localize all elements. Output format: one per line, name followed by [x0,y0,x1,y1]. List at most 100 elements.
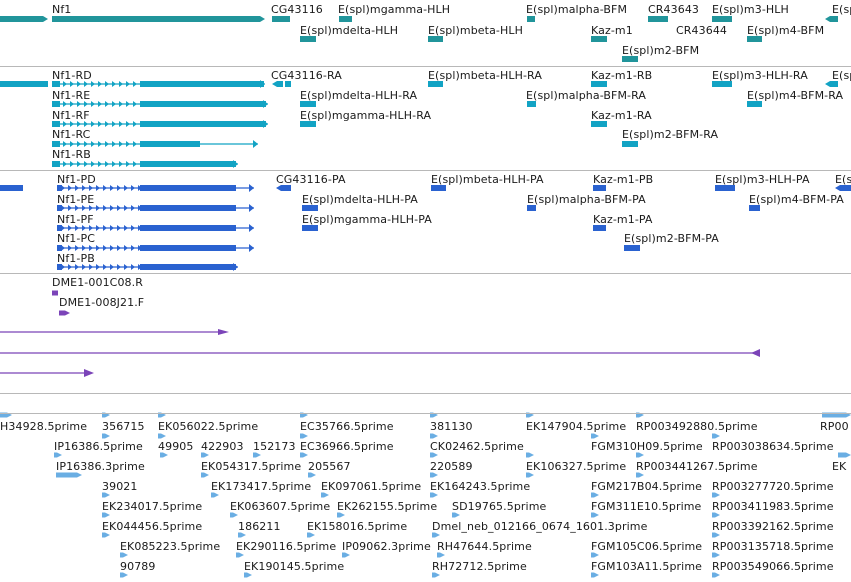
cds-label[interactable]: Nf1-PC [57,232,95,245]
est-label[interactable]: EK164243.5prime [430,480,531,493]
transcript-label[interactable]: Nf1-RB [52,148,91,161]
est-glyph[interactable] [636,472,644,478]
transcript-Nf1-RD-strand-chevron[interactable] [133,81,137,87]
cds-glyph[interactable] [593,185,606,191]
est-label[interactable]: FGM105C06.5prime [591,540,703,553]
cds-Nf1-PD-strand-chevron[interactable] [166,185,170,191]
transcript-Nf1-RC-strand-chevron[interactable] [119,141,123,147]
est-label[interactable]: EK054317.5prime [201,460,302,473]
cds-label[interactable]: E(spl)m4-BFM-PA [749,193,844,206]
est-glyph[interactable] [591,512,599,518]
transcript-Nf1-RD-strand-chevron[interactable] [91,81,95,87]
cds-Nf1-PE-strand-chevron[interactable] [82,205,86,211]
est-glyph[interactable] [238,532,246,538]
gene-glyph[interactable] [339,16,352,22]
est-glyph[interactable] [636,452,644,458]
transcript-Nf1-RC-strand-chevron[interactable] [133,141,137,147]
transcript-Nf1-RE-strand-chevron[interactable] [112,101,116,107]
est-label[interactable]: RP003277720.5prime [712,480,834,493]
gene-label[interactable]: E(spl)m3-HLH [712,3,789,16]
cds-Nf1-PD-strand-chevron[interactable] [152,185,156,191]
gene-glyph[interactable] [648,16,668,22]
transcript-label[interactable]: CG43116-RA [271,69,342,82]
cds-Nf1-PF-strand-chevron[interactable] [159,225,163,231]
est-label[interactable]: 381130 [430,420,473,433]
cds-Nf1-PE-strand-chevron[interactable] [61,205,65,211]
transcript-label[interactable]: E(spl)mbeta-HLH-RA [428,69,542,82]
transcript-Nf1-RF-strand-chevron[interactable] [98,121,102,127]
transcript-Nf1-RD-strand-chevron[interactable] [119,81,123,87]
transcript-Nf1-RE-strand-chevron[interactable] [147,101,151,107]
transcript-Nf1-RD-strand-chevron[interactable] [98,81,102,87]
cds-glyph[interactable] [527,205,536,211]
est-glyph[interactable] [452,512,460,518]
transcript-label[interactable]: Nf1-RF [52,109,90,122]
cds-Nf1-PE-strand-chevron[interactable] [110,205,114,211]
est-label[interactable]: IP09062.3prime [342,540,431,553]
est-label[interactable]: RP003135718.5prime [712,540,834,553]
est-label[interactable]: FGM311E10.5prime [591,500,702,513]
transcript-Nf1-RF-end-arrow[interactable] [263,120,268,128]
transcript-Nf1-RC-strand-chevron[interactable] [147,141,151,147]
cds-label[interactable]: E(spl)mdelta-HLH-PA [302,193,418,206]
transcript-label[interactable]: E(spl)m2-BFM-RA [622,128,719,141]
est-glyph[interactable] [201,452,209,458]
cds-Nf1-PF-strand-chevron[interactable] [61,225,65,231]
cds-Nf1-PC-strand-chevron[interactable] [82,245,86,251]
transcript-Nf1-RE-strand-chevron[interactable] [161,101,165,107]
transcript-Nf1-RD-exon[interactable] [140,81,264,87]
transcript-Nf1-RB-exon[interactable] [140,161,236,167]
est-glyph[interactable] [321,492,329,498]
gene-label[interactable]: E(spl)malpha-BFM [526,3,628,16]
est-glyph[interactable] [591,552,599,558]
cds-Nf1-PE-strand-chevron[interactable] [96,205,100,211]
cds-Nf1-PC-strand-chevron[interactable] [173,245,177,251]
cds-label[interactable]: Kaz-m1-PA [593,213,653,226]
cds-label[interactable]: Nf1-PF [57,213,94,226]
cds-Nf1-PF-strand-chevron[interactable] [103,225,107,231]
est-glyph[interactable] [244,572,252,578]
est-label[interactable]: RP003441267.5prime [636,460,758,473]
cds-Nf1-PF-exon[interactable] [57,225,62,231]
transcript-label[interactable]: Nf1-RE [52,89,91,102]
est-glyph[interactable] [437,552,445,558]
transcript-Nf1-RC-strand-chevron[interactable] [98,141,102,147]
est-glyph[interactable] [253,452,261,458]
cds-Nf1-PC-strand-chevron[interactable] [138,245,142,251]
transcript-Nf1-RD-strand-chevron[interactable] [112,81,116,87]
cds-Nf1-PB-exon[interactable] [140,264,236,270]
transcript-Nf1-RE-strand-chevron[interactable] [98,101,102,107]
cds-Nf1-PE-strand-chevron[interactable] [124,205,128,211]
est-label[interactable]: 39021 [102,480,138,493]
est-label[interactable]: H34928.5prime [0,420,88,433]
est-glyph[interactable] [211,492,219,498]
cds-label[interactable]: E(spl)mgamma-HLH-PA [302,213,432,226]
est-label[interactable]: FGM217B04.5prime [591,480,703,493]
transcript-Nf1-RD-strand-chevron[interactable] [161,81,165,87]
cds-Nf1-PF-strand-chevron[interactable] [75,225,79,231]
transcript-glyph[interactable] [591,81,607,87]
est-label[interactable]: EK290116.5prime [236,540,337,553]
gene-glyph[interactable] [527,16,535,22]
transcript-label[interactable]: Nf1-RC [52,128,91,141]
transcript-Nf1-RB-strand-chevron[interactable] [140,161,144,167]
transcript-Nf1-RD-strand-chevron[interactable] [56,81,60,87]
cds-Nf1-PB-strand-chevron[interactable] [82,264,86,270]
transcript-Nf1-RC-strand-chevron[interactable] [77,141,81,147]
transcript-Nf1-RC-strand-chevron[interactable] [105,141,109,147]
transcript-Nf1-RB-strand-chevron[interactable] [154,161,158,167]
est-glyph[interactable] [236,552,244,558]
est-glyph[interactable] [838,452,851,458]
cds-Nf1-PF-strand-chevron[interactable] [145,225,149,231]
est-label[interactable]: EK190145.5prime [244,560,345,573]
est-label[interactable]: RP003038634.5prime [712,440,834,453]
cds-Nf1-PD-strand-chevron[interactable] [103,185,107,191]
cds-Nf1-PB-strand-chevron[interactable] [68,264,72,270]
cds-Nf1-PC-strand-chevron[interactable] [61,245,65,251]
est-label[interactable]: CK02462.5prime [430,440,524,453]
transcript-Nf1-RF-strand-chevron[interactable] [119,121,123,127]
est-glyph[interactable] [342,552,350,558]
cds-label[interactable]: CG43116-PA [276,173,346,186]
primer-label[interactable]: DME1-008J21.F [59,296,145,309]
transcript-Nf1-RC-strand-chevron[interactable] [70,141,74,147]
